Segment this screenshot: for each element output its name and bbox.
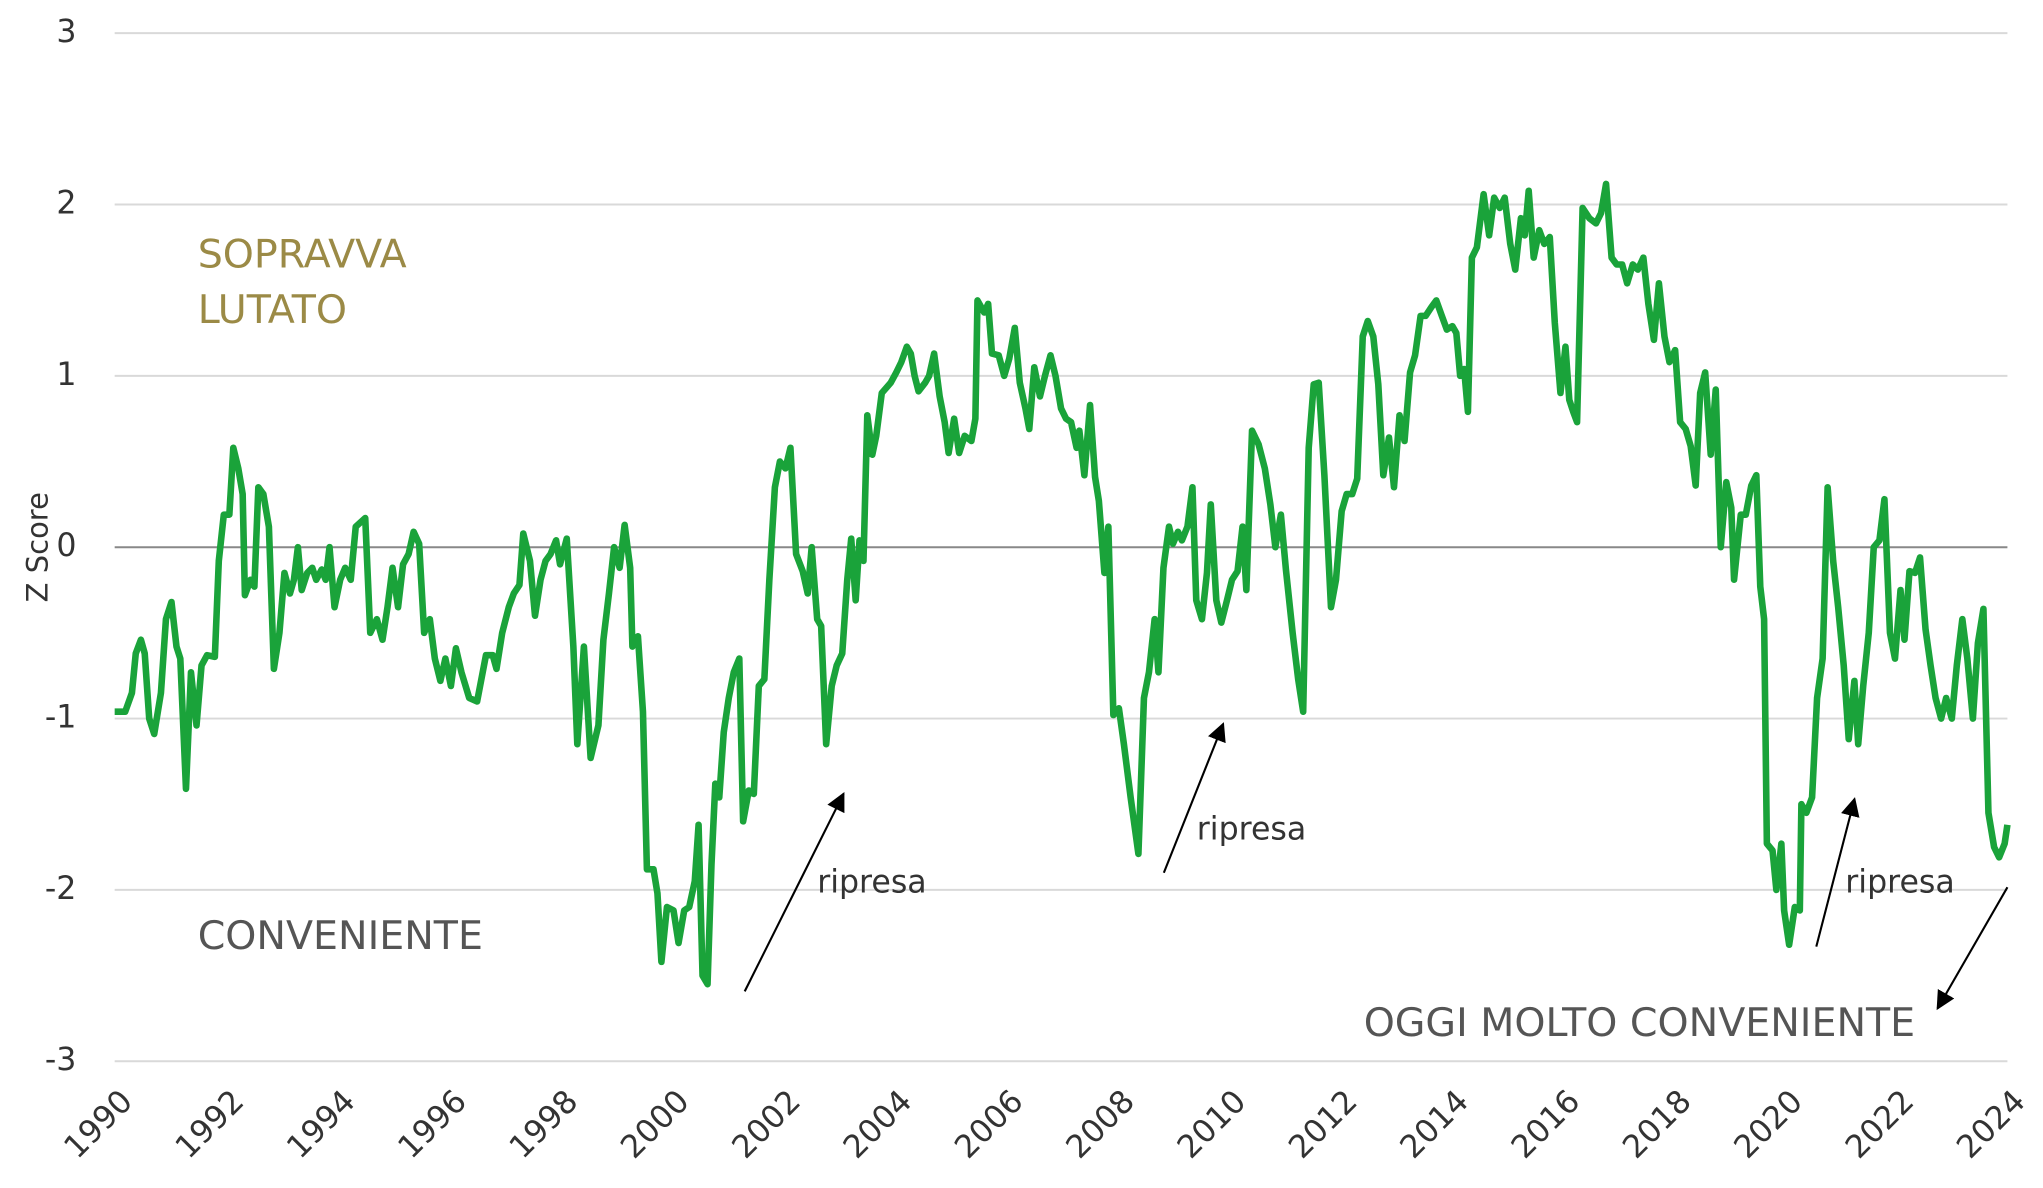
x-tick-label: 1990 [58,1083,140,1165]
x-tick-label: 2006 [948,1083,1030,1165]
x-tick-label: 1992 [169,1083,251,1165]
annotation: ripresa [1197,812,1306,848]
x-tick-label: 2016 [1505,1083,1587,1165]
x-tick-label: 2012 [1282,1083,1364,1165]
y-tick-label: -3 [45,1042,77,1078]
x-tick-label: 2018 [1616,1083,1698,1165]
y-tick-label: 1 [56,357,76,393]
x-tick-label: 2008 [1060,1083,1142,1165]
x-tick-label: 1994 [280,1083,362,1165]
y-axis-label: Z Score [21,492,55,602]
arrow [743,791,845,992]
x-tick-label: 2004 [837,1083,919,1165]
x-tick-label: 2002 [726,1083,808,1165]
x-tick-label: 2020 [1728,1083,1810,1165]
x-tick-label: 2024 [1950,1083,2032,1165]
x-tick-label: 2010 [1171,1083,1253,1165]
x-tick-label: 2014 [1394,1083,1476,1165]
arrow [1815,797,1860,947]
annotation: CONVENIENTE [198,913,483,959]
x-tick-label: 2022 [1839,1083,1921,1165]
y-tick-label: -1 [45,700,77,736]
x-tick-label: 2000 [614,1083,696,1165]
y-tick-label: 3 [56,14,76,50]
line [114,180,2011,988]
annotation: SOPRAVVA [198,232,407,278]
arrow [1936,886,2009,1011]
y-tick-label: 2 [56,186,76,222]
grid [114,32,2008,1063]
y-tick-label: 0 [56,528,76,564]
x-tick-label: 1996 [392,1083,474,1165]
annotation: ripresa [1845,864,1954,900]
arrow [1162,722,1226,874]
y-tick-label: -2 [45,871,77,907]
annotation: OGGI MOLTO CONVENIENTE [1364,1000,1915,1046]
x-tick-label: 1998 [503,1083,585,1165]
annotation: LUTATO [198,287,347,333]
annotation: ripresa [817,864,926,900]
arrows [743,722,2009,1011]
